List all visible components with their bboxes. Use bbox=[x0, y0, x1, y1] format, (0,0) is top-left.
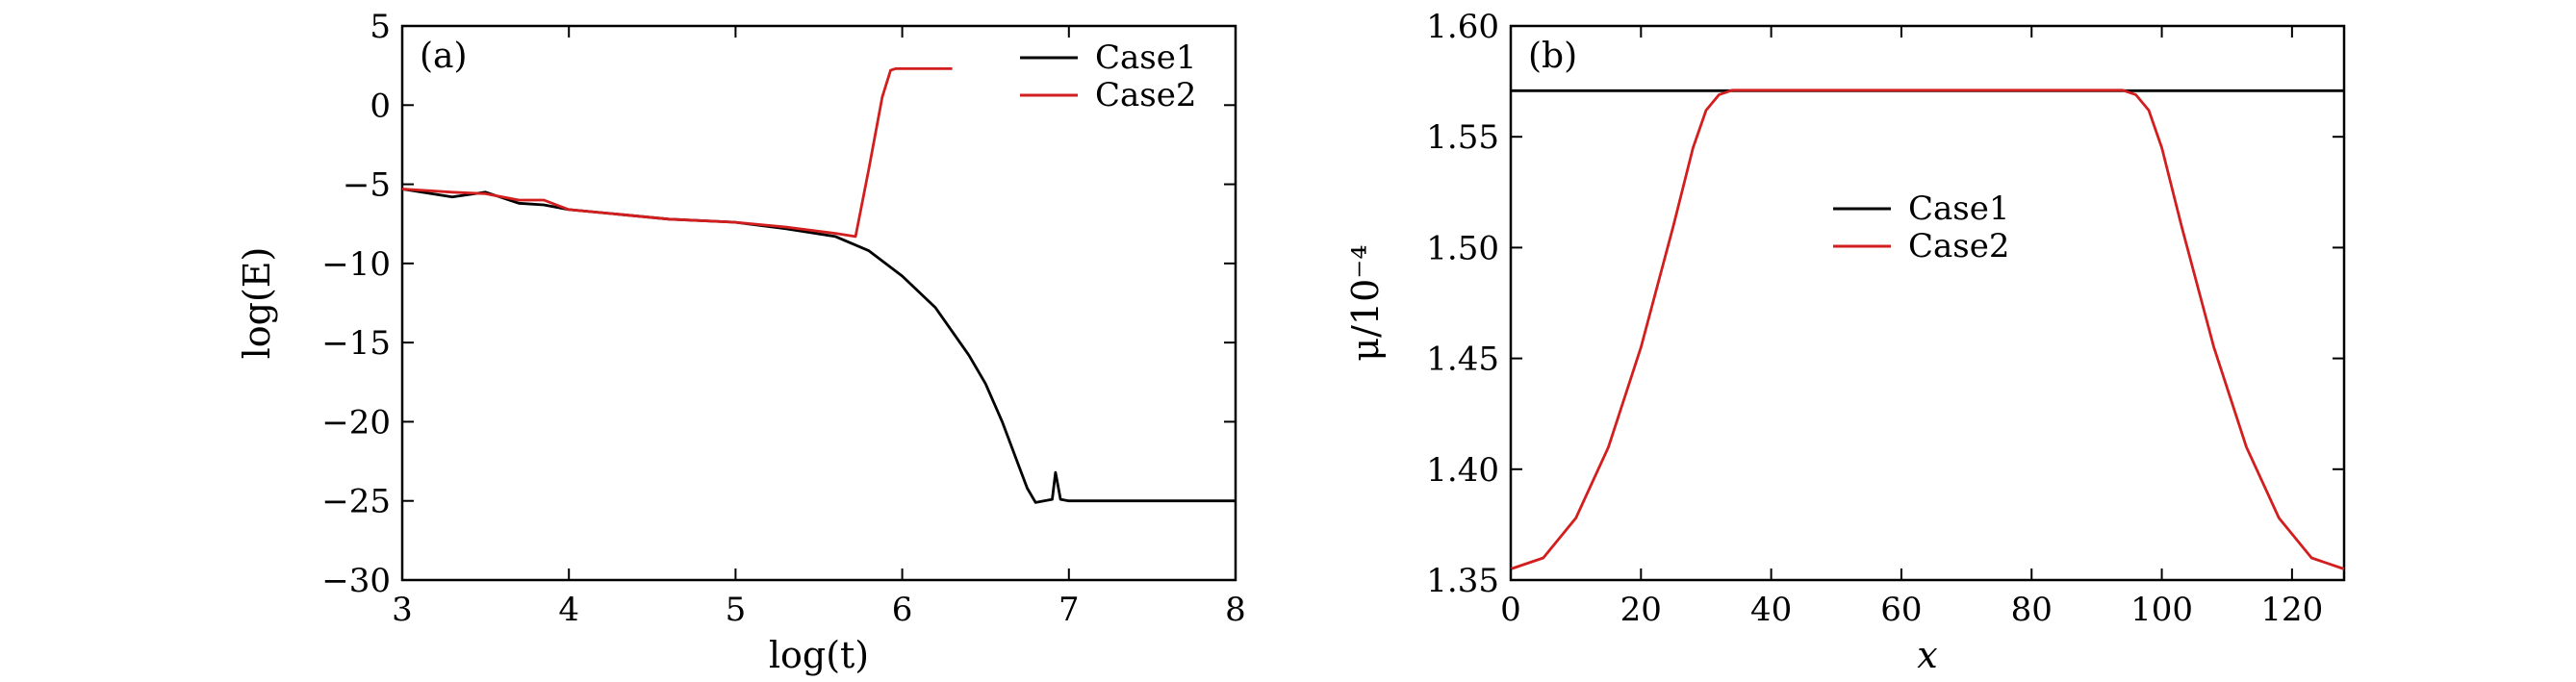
panel-b-frame bbox=[1509, 24, 2346, 582]
y-tick-label: 1.55 bbox=[1426, 118, 1499, 157]
panel-b-label: (b) bbox=[1528, 37, 1577, 76]
panel-a-ylabel: log(E) bbox=[236, 247, 278, 360]
x-tick-label: 20 bbox=[1620, 591, 1662, 629]
x-tick-label: 6 bbox=[892, 591, 913, 629]
x-tick-label: 8 bbox=[1225, 591, 1246, 629]
legend-b-case2-label: Case2 bbox=[1908, 227, 2010, 265]
y-tick-label: 0 bbox=[370, 87, 391, 125]
y-tick-label: 1.50 bbox=[1426, 229, 1499, 267]
panel-b: 0 20 40 60 80 100 1201.601.551.501.451.401.35 … bbox=[1344, 8, 2346, 676]
series-case2-line bbox=[401, 67, 953, 239]
x-tick-label: 0 bbox=[1500, 591, 1521, 629]
panel-b-ylabel: μ/10⁻⁴ bbox=[1344, 244, 1387, 361]
panel-b-legend: Case1 Case2 bbox=[1833, 189, 2010, 265]
panel-b-data bbox=[1510, 88, 2345, 570]
y-tick-label: −30 bbox=[321, 562, 391, 600]
panel-a-frame bbox=[400, 24, 1237, 582]
panel-a: 3 4 5 6 7 8 5 0 −5 −10 −15 −20 −25 −30 (a) log(t) log… bbox=[236, 8, 1246, 676]
panel-a-ticks: 3 4 5 6 7 8 5 0 −5 −10 −15 −20 −25 −30 bbox=[321, 8, 1246, 629]
y-tick-label: 1.40 bbox=[1426, 451, 1499, 490]
panel-a-legend: Case1 Case2 bbox=[1020, 38, 1197, 114]
x-tick-label: 5 bbox=[726, 591, 747, 629]
panel-a-label: (a) bbox=[420, 37, 468, 76]
legend-a-case1-label: Case1 bbox=[1095, 38, 1197, 77]
x-tick-label: 60 bbox=[1880, 591, 1922, 629]
x-tick-label: 4 bbox=[558, 591, 579, 629]
y-tick-label: −10 bbox=[321, 245, 391, 284]
panel-a-xlabel: log(t) bbox=[769, 634, 869, 676]
x-tick-label: 120 bbox=[2260, 591, 2323, 629]
y-tick-label: 1.35 bbox=[1426, 562, 1499, 600]
y-tick-label: 1.60 bbox=[1426, 8, 1499, 46]
series-case2-line bbox=[1510, 88, 2345, 570]
y-tick-label: 1.45 bbox=[1426, 341, 1499, 379]
y-tick-label: −20 bbox=[321, 403, 391, 442]
x-tick-label: 100 bbox=[2130, 591, 2193, 629]
x-tick-label: 3 bbox=[392, 591, 413, 629]
legend-b-case1-label: Case1 bbox=[1908, 189, 2010, 228]
panel-b-ticks: 0 20 40 60 80 100 120 1.60 1.55 1.50 1.45 1.40 1.35 bbox=[1426, 8, 2344, 629]
x-tick-label: 7 bbox=[1058, 591, 1080, 629]
legend-a-case2-label: Case2 bbox=[1095, 76, 1197, 114]
panel-b-xlabel: x bbox=[1917, 634, 1937, 676]
x-tick-label: 40 bbox=[1750, 591, 1792, 629]
panel-a-data bbox=[401, 67, 1236, 504]
x-tick-label: 80 bbox=[2011, 591, 2053, 629]
series-case1-line bbox=[401, 188, 1236, 504]
y-tick-label: −15 bbox=[321, 324, 391, 363]
y-tick-label: −25 bbox=[321, 483, 391, 521]
y-tick-label: 5 bbox=[370, 8, 391, 46]
y-tick-label: −5 bbox=[343, 166, 391, 205]
